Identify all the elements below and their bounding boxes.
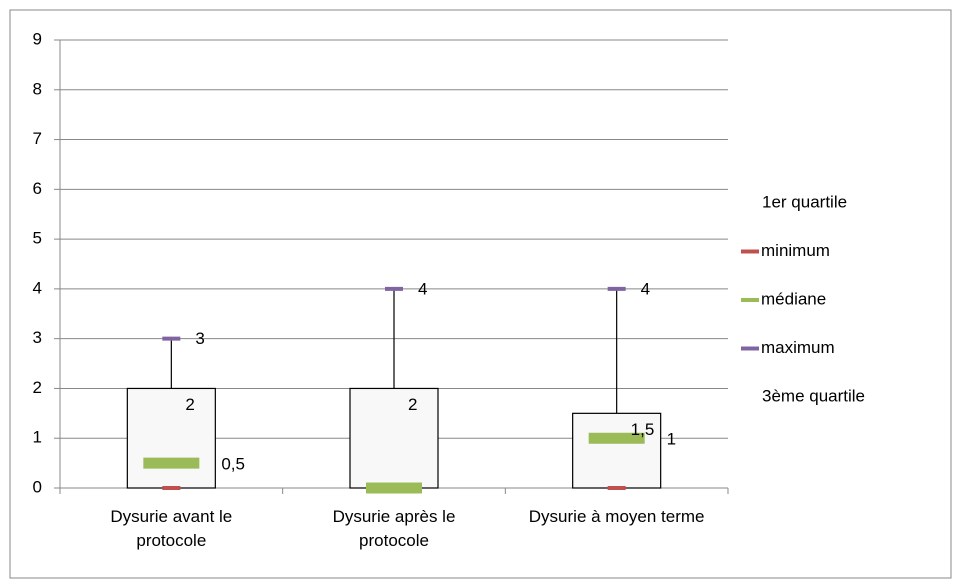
y-tick-label: 7: [33, 129, 42, 148]
data-label: 1,5: [631, 420, 655, 439]
legend-label: médiane: [761, 289, 826, 308]
box: [126, 387, 216, 489]
x-tick-label: Dysurie après le protocole: [332, 507, 456, 550]
y-tick-label: 2: [33, 378, 42, 397]
x-tick-label: Dysurie à moyen terme: [528, 507, 705, 526]
data-label: 2: [185, 395, 194, 414]
data-label: 4: [418, 279, 427, 298]
data-label: 3: [195, 329, 204, 348]
legend-label: 1er quartile: [762, 192, 847, 211]
x-tick-label: Dysurie avant le protocole: [110, 507, 233, 550]
y-tick-label: 3: [33, 328, 42, 347]
y-tick-label: 4: [33, 278, 42, 297]
data-label: 2: [408, 395, 417, 414]
data-label: 1: [667, 430, 676, 449]
chart-frame: [9, 9, 952, 579]
box: [349, 387, 439, 489]
data-label: 0,5: [221, 455, 245, 474]
y-tick-label: 0: [33, 477, 42, 496]
box: [572, 412, 662, 489]
legend-label: 3ème quartile: [762, 386, 865, 405]
y-tick-label: 9: [33, 29, 42, 48]
y-tick-label: 6: [33, 179, 42, 198]
y-tick-label: 5: [33, 229, 42, 248]
legend-label: maximum: [761, 338, 835, 357]
y-tick-label: 1: [33, 428, 42, 447]
legend-label: minimum: [761, 241, 830, 260]
y-tick-label: 8: [33, 79, 42, 98]
data-label: 4: [641, 279, 650, 298]
